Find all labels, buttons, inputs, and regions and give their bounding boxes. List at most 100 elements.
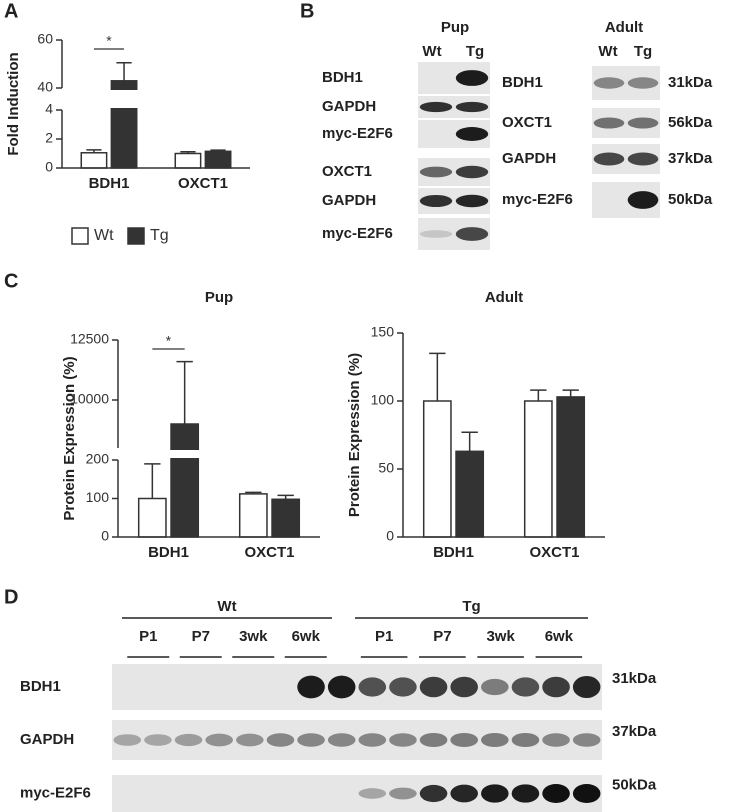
blot-band	[419, 676, 448, 698]
size-label: 50kDa	[612, 776, 657, 793]
row-label: BDH1	[322, 69, 363, 86]
error-bar	[176, 360, 193, 424]
blot-band	[455, 101, 489, 113]
y-tick-label: 150	[371, 324, 395, 340]
blot-band	[144, 734, 172, 746]
size-label: 50kDa	[668, 191, 713, 208]
blot-band	[542, 733, 570, 747]
blot-band	[419, 101, 453, 113]
blot-band	[511, 677, 540, 697]
blot-strip	[418, 96, 490, 118]
row-label: GAPDH	[322, 192, 376, 209]
blot-band	[297, 733, 325, 747]
row-label: OXCT1	[502, 114, 552, 131]
bar	[422, 400, 452, 538]
chart-title: Adult	[485, 289, 523, 306]
x-tick-label: OXCT1	[244, 544, 294, 561]
row-label: OXCT1	[322, 163, 372, 180]
blot-band	[627, 152, 659, 166]
blot-band	[419, 784, 448, 803]
blot-band	[627, 191, 659, 209]
blot-strip	[592, 66, 660, 100]
bar	[556, 396, 586, 538]
panel-label: A	[4, 0, 18, 22]
blot-band	[327, 733, 356, 747]
timepoint-label: P7	[433, 628, 451, 645]
blot-band	[113, 734, 142, 746]
blot-band	[455, 194, 489, 208]
y-tick-label: 100	[371, 392, 395, 408]
blot-band	[419, 230, 453, 238]
legend-swatch	[127, 227, 145, 245]
row-label: BDH1	[20, 678, 61, 695]
bar	[523, 400, 553, 538]
blot-band	[389, 787, 417, 800]
y-tick-label: 0	[45, 159, 53, 175]
legend-swatch	[71, 227, 89, 245]
blot-band	[511, 784, 540, 803]
blot-band	[542, 784, 570, 803]
timepoint-label: 6wk	[545, 628, 574, 645]
size-label: 37kDa	[668, 150, 713, 167]
blot-band	[511, 732, 540, 748]
error-bar	[530, 389, 547, 401]
blot-band	[419, 166, 453, 178]
blot-band	[327, 675, 356, 699]
error-bar	[180, 151, 196, 154]
error-bar	[429, 352, 446, 401]
y-tick-label: 100	[86, 489, 110, 505]
blot-band	[358, 677, 387, 697]
legend-label: Tg	[150, 227, 169, 244]
blot-band	[481, 678, 509, 696]
error-bar	[86, 149, 102, 153]
x-tick-label: BDH1	[433, 544, 474, 561]
blot-band	[358, 733, 387, 747]
axis-break	[63, 90, 251, 108]
y-tick-label: 0	[386, 528, 394, 544]
blot-band	[358, 788, 387, 799]
panel-label: D	[4, 586, 18, 608]
y-tick-label: 40	[37, 79, 53, 95]
y-axis-label: Fold Induction	[5, 52, 22, 155]
timepoint-label: P1	[375, 628, 393, 645]
significance-label: *	[106, 33, 112, 49]
timepoint-label: 3wk	[486, 628, 515, 645]
row-label: GAPDH	[502, 150, 556, 167]
y-tick-label: 50	[378, 460, 394, 476]
row-label: myc-E2F6	[322, 225, 393, 242]
panel-label: B	[300, 0, 314, 22]
timepoint-label: P1	[139, 628, 157, 645]
chart-title: Pup	[205, 289, 233, 306]
x-tick-label: OXCT1	[178, 175, 228, 192]
legend-label: Wt	[94, 227, 114, 244]
lane-label: Tg	[634, 43, 652, 60]
blot-band	[593, 77, 625, 89]
blot-title: Adult	[605, 19, 643, 36]
bar	[238, 493, 268, 538]
row-label: BDH1	[502, 74, 543, 91]
blot-band	[593, 117, 625, 129]
bar	[271, 498, 301, 538]
blot-band	[389, 733, 417, 747]
x-tick-label: OXCT1	[529, 544, 579, 561]
lane-label: Wt	[422, 43, 441, 60]
y-axis-label: Protein Expression (%)	[346, 353, 363, 517]
error-bar	[210, 149, 226, 152]
error-bar	[461, 431, 478, 452]
y-tick-label: 60	[37, 31, 53, 47]
blot-band	[627, 77, 659, 89]
blot-band	[450, 784, 478, 803]
size-label: 56kDa	[668, 114, 713, 131]
timepoint-label: P7	[192, 628, 210, 645]
blot-band	[450, 676, 478, 698]
timepoint-label: 3wk	[239, 628, 268, 645]
y-tick-label: 200	[86, 451, 110, 467]
x-tick-label: BDH1	[148, 544, 189, 561]
blot-band	[450, 732, 478, 748]
x-tick-label: BDH1	[89, 175, 130, 192]
group-label: Tg	[462, 598, 480, 615]
blot-band	[389, 677, 417, 697]
significance-label: *	[166, 333, 172, 349]
blot-band	[205, 733, 233, 747]
